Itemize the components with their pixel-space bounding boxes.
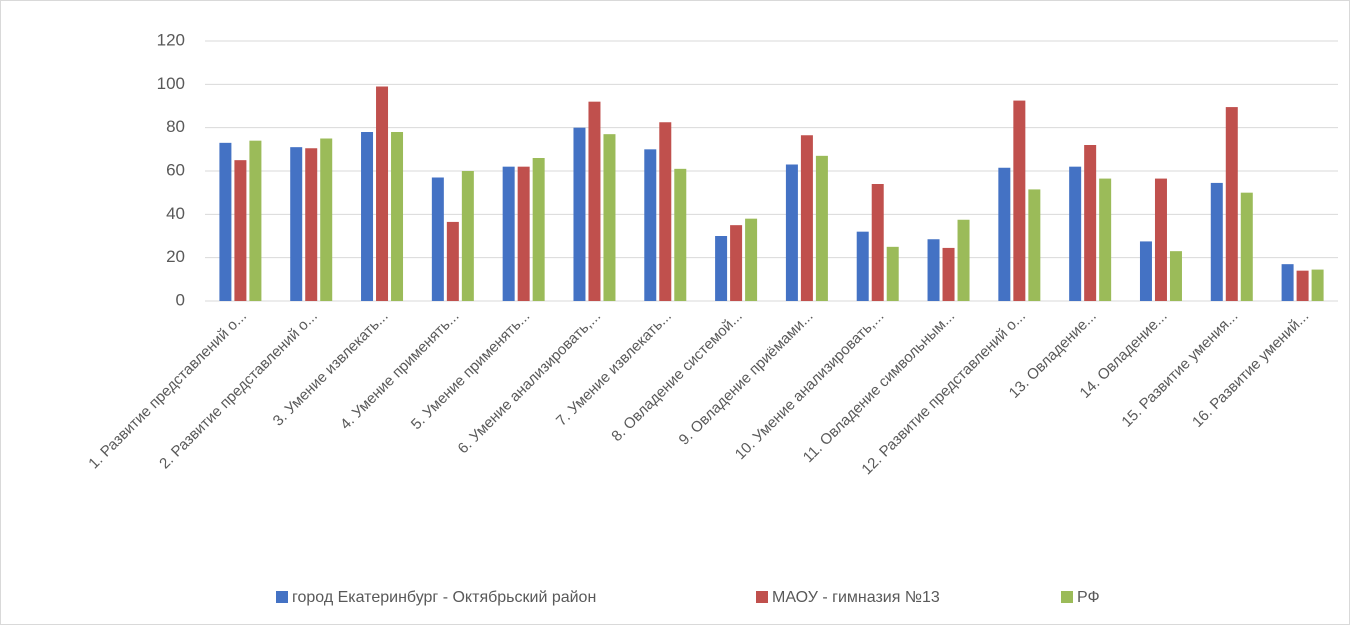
- bar: [998, 167, 1011, 301]
- y-tick-label: 60: [166, 160, 185, 179]
- bar: [502, 166, 515, 301]
- legend-swatch: [1061, 591, 1073, 603]
- bar: [391, 132, 404, 301]
- bar: [1069, 166, 1082, 301]
- bar: [1013, 100, 1026, 301]
- bar: [588, 101, 601, 302]
- bar: [1099, 178, 1112, 301]
- bar: [290, 147, 303, 301]
- bar: [1028, 189, 1041, 301]
- bar: [1084, 145, 1097, 301]
- bar: [234, 160, 247, 301]
- bar: [957, 219, 970, 301]
- bar: [1225, 107, 1238, 301]
- bar: [431, 177, 444, 301]
- legend-label: МАОУ - гимназия №13: [772, 589, 940, 606]
- bar: [942, 247, 955, 301]
- bar: [745, 218, 758, 301]
- bar: [1281, 264, 1294, 301]
- bar: [446, 221, 459, 301]
- bar: [573, 127, 586, 302]
- bar: [376, 86, 389, 301]
- bar: [886, 246, 899, 301]
- bar: [715, 236, 728, 301]
- y-tick-label: 100: [157, 74, 185, 93]
- bar: [1296, 270, 1309, 301]
- bar: [320, 138, 333, 301]
- y-tick-label: 0: [176, 290, 185, 309]
- bar: [800, 135, 813, 301]
- bar: [305, 148, 318, 301]
- bar: [517, 166, 530, 301]
- bar: [927, 239, 940, 301]
- bar: [856, 231, 869, 301]
- bar: [785, 164, 798, 301]
- legend-label: РФ: [1077, 589, 1100, 606]
- bar: [249, 140, 262, 301]
- bar: [1210, 182, 1223, 301]
- bar: [1154, 178, 1167, 301]
- y-tick-label: 20: [166, 247, 185, 266]
- y-tick-label: 80: [166, 117, 185, 136]
- bar: [644, 149, 657, 301]
- bar: [659, 122, 672, 301]
- bar: [815, 155, 828, 301]
- bar: [219, 142, 232, 301]
- bar: [1139, 241, 1152, 301]
- bar: [871, 184, 884, 301]
- bar: [532, 158, 545, 301]
- bar: [730, 225, 743, 301]
- bar: [1169, 251, 1182, 301]
- bar: [361, 132, 374, 301]
- bar: [1240, 192, 1253, 301]
- legend-swatch: [756, 591, 768, 603]
- y-tick-label: 40: [166, 204, 185, 223]
- legend-swatch: [276, 591, 288, 603]
- legend-label: город Екатеринбург - Октябрьский район: [292, 589, 596, 606]
- bar: [674, 168, 687, 301]
- bar: [603, 134, 616, 301]
- bar: [1311, 269, 1324, 301]
- bar: [461, 171, 474, 301]
- y-tick-label: 120: [157, 30, 185, 49]
